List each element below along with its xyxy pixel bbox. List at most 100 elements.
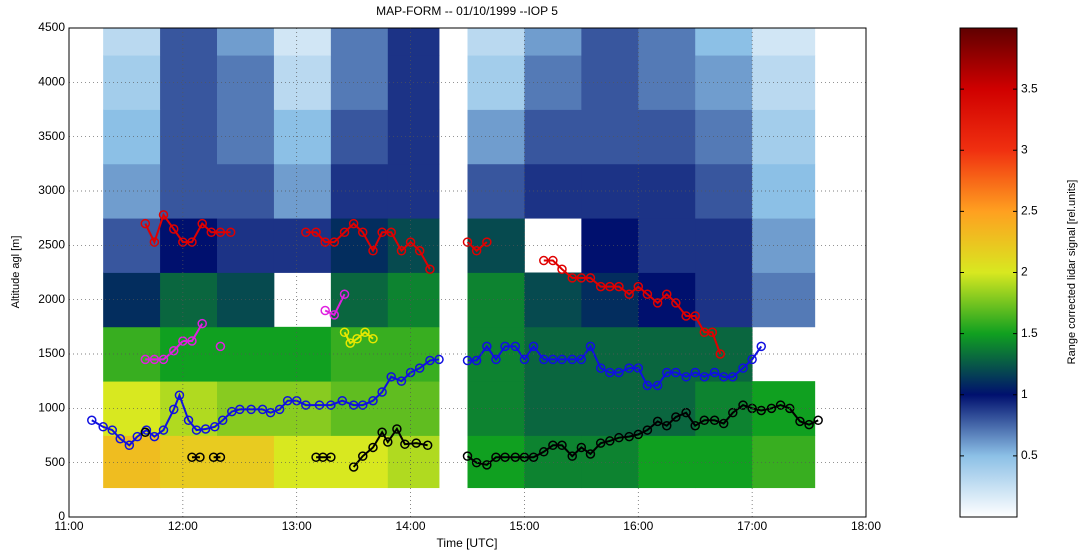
series-marker — [528, 452, 539, 462]
series-marker — [690, 367, 700, 378]
series-marker — [548, 354, 558, 365]
series-marker — [358, 400, 368, 410]
series-marker — [614, 367, 624, 378]
x-tick-label: 13:00 — [282, 519, 312, 533]
series-marker — [709, 415, 720, 426]
heatmap-cell — [273, 28, 332, 56]
series-marker — [804, 419, 814, 430]
series-marker — [411, 438, 422, 448]
series-marker — [206, 227, 217, 238]
heatmap-cell — [330, 109, 389, 165]
series-marker — [482, 341, 492, 352]
series-marker — [633, 429, 644, 440]
series-marker — [614, 432, 624, 443]
heatmap-cell — [581, 28, 639, 56]
series-marker — [377, 227, 387, 238]
heatmap-cell — [330, 163, 389, 219]
series-marker — [422, 440, 433, 451]
series-marker — [699, 415, 710, 426]
heatmap-cell — [467, 381, 525, 436]
series-marker — [339, 289, 350, 299]
series-marker — [795, 416, 805, 427]
series-marker — [87, 415, 97, 426]
series-marker — [274, 404, 285, 415]
series-marker — [728, 407, 738, 418]
series-marker — [200, 424, 211, 434]
series-marker — [642, 425, 653, 435]
heatmap-cell — [103, 109, 161, 165]
series-marker — [414, 246, 425, 256]
y-tick-label: 3500 — [38, 129, 65, 143]
series-marker — [681, 372, 691, 382]
heatmap-cell — [467, 28, 525, 56]
series-marker — [301, 227, 311, 238]
x-tick-label: 18:00 — [851, 519, 881, 533]
series-marker — [690, 420, 700, 431]
series-marker — [519, 452, 530, 462]
series-marker — [197, 318, 207, 329]
series-marker — [595, 281, 606, 292]
heatmap-cell — [103, 326, 161, 382]
series-marker — [585, 449, 596, 459]
colorbar-tick-label: 1.5 — [1021, 326, 1038, 340]
series-marker — [383, 437, 393, 447]
heatmap-cell — [103, 272, 161, 328]
series-marker — [813, 415, 823, 426]
y-tick-label: 4000 — [38, 75, 65, 89]
series-marker — [557, 440, 567, 451]
heatmap-cell — [160, 435, 218, 489]
series-marker — [158, 210, 169, 220]
series-marker — [519, 354, 530, 365]
series-marker — [462, 237, 473, 247]
colorbar-tick-label: 0.5 — [1021, 448, 1038, 462]
series-marker — [642, 380, 653, 391]
heatmap-cell — [467, 326, 525, 382]
series-marker — [215, 227, 226, 238]
series-marker — [396, 376, 407, 386]
series-marker — [652, 416, 663, 427]
series-marker — [756, 341, 767, 352]
series-marker — [718, 372, 729, 382]
series-marker — [215, 341, 226, 352]
x-tick-label: 15:00 — [509, 519, 539, 533]
series-marker — [183, 415, 194, 426]
heatmap-cell — [103, 381, 161, 436]
series-marker — [585, 341, 596, 352]
plot-frame — [68, 27, 867, 518]
heatmap-cell — [638, 272, 696, 328]
series-marker — [500, 341, 510, 352]
series-marker — [434, 354, 444, 365]
series-marker — [246, 404, 256, 415]
series-marker — [178, 237, 188, 247]
series-marker — [368, 334, 378, 344]
series-marker — [140, 354, 151, 365]
series-marker — [756, 405, 767, 416]
series-marker — [539, 255, 549, 266]
heatmap-cell — [752, 109, 816, 165]
heatmap-cell — [752, 55, 816, 110]
heatmap-cell — [752, 272, 816, 328]
heatmap-cell — [103, 435, 161, 489]
series-marker — [491, 354, 501, 365]
x-tick-label: 17:00 — [737, 519, 767, 533]
heatmap-cell — [695, 435, 753, 489]
series-marker — [329, 310, 340, 320]
series-marker — [107, 425, 118, 435]
series-marker — [671, 298, 681, 308]
heatmap-cell — [273, 55, 332, 110]
series-marker — [400, 439, 410, 449]
heatmap-cell — [638, 109, 696, 165]
series-marker — [425, 355, 435, 366]
series-marker — [482, 460, 492, 470]
heatmap-cell — [103, 55, 161, 110]
series-marker — [595, 363, 606, 373]
heatmap-cell — [467, 163, 525, 219]
heatmap-cell — [752, 163, 816, 219]
series-marker — [174, 390, 185, 401]
heatmap-cell — [638, 55, 696, 110]
heatmap-cell — [638, 218, 696, 273]
y-tick-label: 2000 — [38, 292, 65, 306]
series-line — [145, 293, 346, 361]
